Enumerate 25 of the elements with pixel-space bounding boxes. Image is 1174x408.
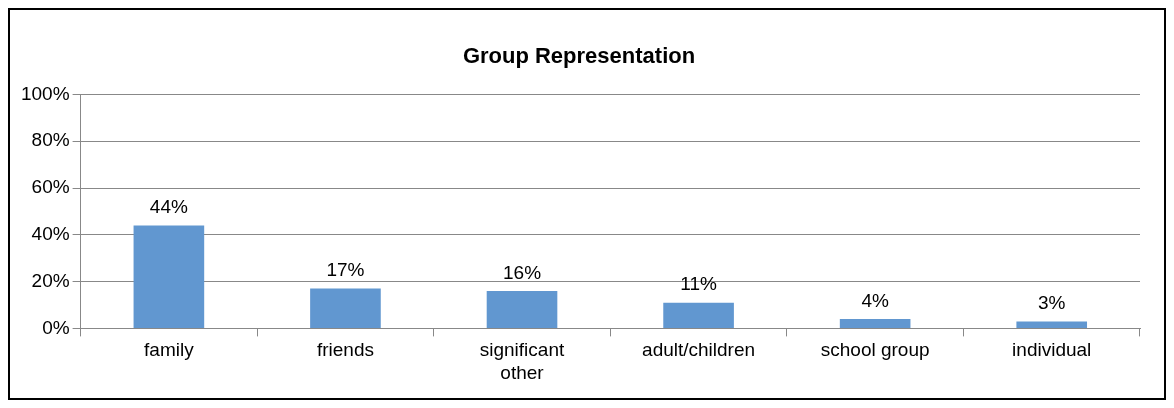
data-label: 16%	[503, 261, 542, 283]
x-tick-label: adult/children	[642, 339, 756, 361]
bar	[310, 288, 381, 328]
data-label: 4%	[861, 289, 889, 311]
x-tick-label: significant other	[479, 339, 565, 383]
bar	[839, 319, 911, 328]
bar	[1016, 321, 1088, 328]
x-tick-label: family	[144, 339, 195, 361]
y-tick-label: 80%	[31, 129, 70, 151]
y-tick-label: 20%	[31, 269, 70, 291]
data-label: 11%	[680, 273, 717, 295]
chart-title: Group Representation	[462, 43, 696, 69]
bar	[486, 290, 558, 328]
x-tick-label: individual	[1012, 339, 1092, 361]
y-tick-label: 0%	[42, 316, 70, 338]
data-label: 44%	[149, 196, 188, 218]
data-label: 3%	[1037, 292, 1066, 314]
bar	[663, 302, 734, 328]
bar	[133, 225, 205, 328]
y-tick-label: 60%	[31, 176, 70, 198]
x-tick-label: friends	[316, 339, 374, 361]
y-tick-label: 100%	[20, 82, 70, 104]
data-label: 17%	[326, 259, 365, 281]
y-tick-label: 40%	[31, 223, 70, 245]
x-tick-label: school group	[820, 339, 930, 361]
